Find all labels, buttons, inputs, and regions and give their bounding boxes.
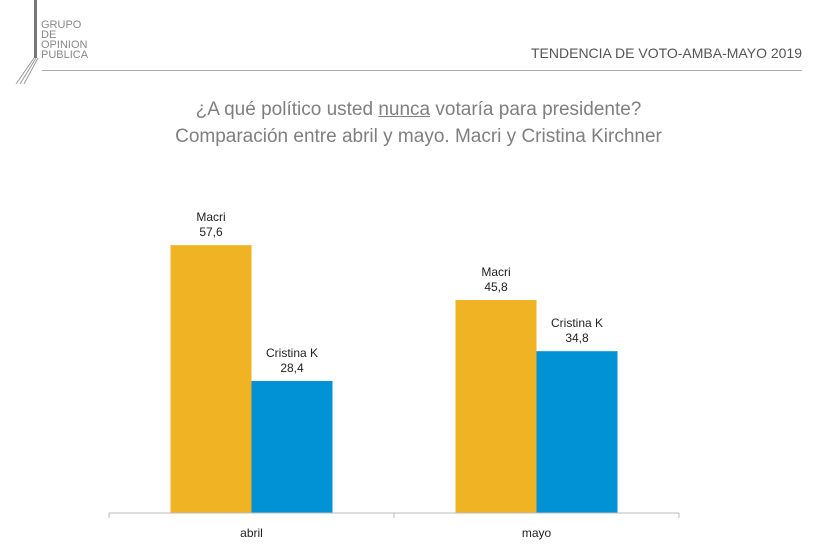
- bar-cristina-k-mayo: [536, 351, 618, 513]
- bar-macri-mayo: [455, 300, 537, 513]
- data-label-series: Cristina K: [551, 316, 603, 330]
- chart-subtitle: Comparación entre abril y mayo. Macri y …: [175, 126, 662, 147]
- header-divider: [42, 70, 802, 71]
- title-emphasis: nunca: [378, 99, 431, 120]
- x-tick-label: abril: [240, 526, 263, 540]
- data-label-value: 28,4: [280, 361, 304, 375]
- data-label-value: 45,8: [484, 280, 508, 294]
- logo-line: DE: [41, 29, 57, 41]
- chart-title: ¿A qué político usted nunca votaría para…: [0, 96, 837, 150]
- logo-line: GRUPO: [41, 19, 82, 31]
- title-text: votaría para presidente?: [430, 99, 642, 120]
- data-label-series: Macri: [196, 210, 225, 224]
- logo-line: PUBLICA: [41, 49, 89, 61]
- data-label-value: 34,8: [565, 331, 589, 345]
- data-label-series: Cristina K: [266, 346, 318, 360]
- data-label-value: 57,6: [199, 225, 223, 239]
- logo-line: OPINION: [41, 39, 88, 51]
- header-title: TENDENCIA DE VOTO-AMBA-MAYO 2019: [531, 45, 802, 61]
- bar-macri-abril: [170, 245, 252, 513]
- bar-cristina-k-abril: [251, 380, 333, 513]
- x-tick-label: mayo: [522, 526, 552, 540]
- logo-text: GRUPO DE OPINION PUBLICA: [41, 19, 89, 61]
- logo: [15, 0, 39, 85]
- title-text: ¿A qué político usted: [195, 99, 379, 120]
- data-label-series: Macri: [481, 265, 510, 279]
